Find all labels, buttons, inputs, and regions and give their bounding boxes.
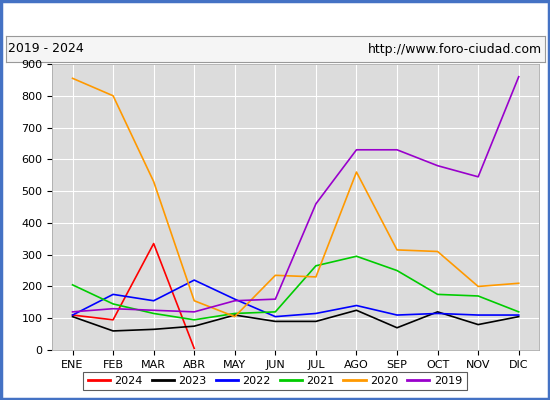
Text: http://www.foro-ciudad.com: http://www.foro-ciudad.com xyxy=(368,42,542,56)
Text: Evolucion Nº Turistas Nacionales en el municipio de Cabanillas: Evolucion Nº Turistas Nacionales en el m… xyxy=(36,10,514,26)
Legend: 2024, 2023, 2022, 2021, 2020, 2019: 2024, 2023, 2022, 2021, 2020, 2019 xyxy=(84,372,466,390)
Text: 2019 - 2024: 2019 - 2024 xyxy=(8,42,84,56)
